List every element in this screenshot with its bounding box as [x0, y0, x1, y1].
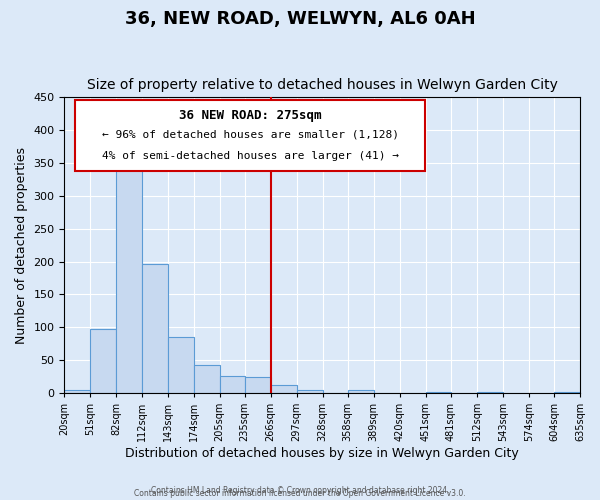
Bar: [116, 170, 142, 393]
Bar: [245, 378, 271, 393]
Bar: [554, 392, 580, 393]
FancyBboxPatch shape: [75, 100, 425, 172]
Bar: [348, 390, 374, 393]
Bar: [64, 390, 91, 393]
Bar: [167, 337, 194, 393]
Bar: [91, 330, 116, 393]
Text: 4% of semi-detached houses are larger (41) →: 4% of semi-detached houses are larger (4…: [101, 150, 398, 160]
Bar: [142, 264, 167, 393]
Text: ← 96% of detached houses are smaller (1,128): ← 96% of detached houses are smaller (1,…: [101, 130, 398, 140]
Bar: [271, 385, 296, 393]
Text: 36 NEW ROAD: 275sqm: 36 NEW ROAD: 275sqm: [179, 109, 321, 122]
Text: Contains HM Land Registry data © Crown copyright and database right 2024.: Contains HM Land Registry data © Crown c…: [151, 486, 449, 495]
Bar: [426, 392, 451, 393]
Bar: [477, 392, 503, 393]
Title: Size of property relative to detached houses in Welwyn Garden City: Size of property relative to detached ho…: [87, 78, 557, 92]
Bar: [296, 390, 323, 393]
Y-axis label: Number of detached properties: Number of detached properties: [15, 146, 28, 344]
Text: 36, NEW ROAD, WELWYN, AL6 0AH: 36, NEW ROAD, WELWYN, AL6 0AH: [125, 10, 475, 28]
Bar: [220, 376, 245, 393]
X-axis label: Distribution of detached houses by size in Welwyn Garden City: Distribution of detached houses by size …: [125, 447, 519, 460]
Text: Contains public sector information licensed under the Open Government Licence v3: Contains public sector information licen…: [134, 488, 466, 498]
Bar: [194, 365, 220, 393]
